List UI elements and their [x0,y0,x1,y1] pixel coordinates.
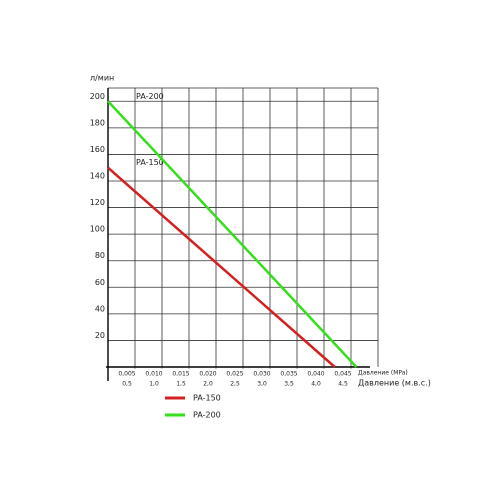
x-tick-label: 0,035 [280,371,297,378]
y-axis-label: л/мин [90,74,114,83]
x2-tick-label: 4,5 [338,381,348,388]
legend-label: PA-150 [193,394,221,403]
y-tick-label: 120 [90,198,105,207]
x2-tick-label: 2,0 [203,381,213,388]
x2-tick-label: 3,5 [284,381,294,388]
x-tick-label: 0,045 [334,371,351,378]
x2-tick-label: 0,5 [122,381,132,388]
y-tick-label: 200 [90,92,105,101]
x-axis-label: Давление (MPa) [358,370,408,377]
x2-tick-label: 1,5 [176,381,186,388]
series-line [107,166,336,368]
x2-tick-label: 4,0 [311,381,321,388]
line-label: PA-150 [136,158,164,167]
x-tick-label: 0,015 [172,371,189,378]
x-tick-label: 0,025 [226,371,243,378]
y-tick-label: 180 [90,118,105,127]
y-tick-label: 80 [95,251,105,260]
x2-tick-label: 1,0 [149,381,159,388]
y-tick-label: 60 [95,278,105,287]
x-tick-label: 0,005 [118,371,135,378]
y-tick-label: 100 [90,225,105,234]
x-tick-label: 0,040 [307,371,324,378]
y-tick-label: 20 [95,331,105,340]
y-tick-label: 40 [95,304,105,313]
series-line [107,100,358,368]
x-tick-label: 0,010 [145,371,162,378]
legend-label: PA-200 [193,411,221,420]
line-label: PA-200 [136,92,164,101]
y-tick-label: 160 [90,145,105,154]
x-tick-label: 0,020 [199,371,216,378]
x2-tick-label: 3,0 [257,381,267,388]
x-tick-label: 0,030 [253,371,270,378]
x2-tick-label: 2,5 [230,381,240,388]
y-tick-label: 140 [90,172,105,181]
x2-axis-label: Давление (м.в.с.) [358,379,431,388]
